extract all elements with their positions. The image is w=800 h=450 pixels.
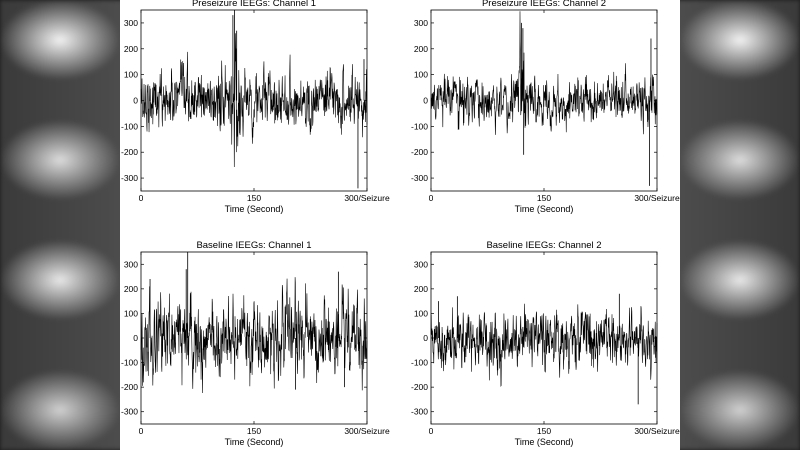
x-tick-label: 300/Seizure bbox=[344, 193, 390, 203]
y-tick-label: -100 bbox=[411, 358, 428, 368]
x-tick-label: 150 bbox=[537, 193, 551, 203]
figure-svg: Preseizure IEEGs: Channel 1 -300 -200 -100 0… bbox=[121, 0, 680, 447]
y-tick-label: -200 bbox=[411, 147, 428, 157]
x-tick-label: 0 bbox=[429, 193, 434, 203]
x-tick-label: 300/Seizure bbox=[634, 193, 680, 203]
x-tick-label: 0 bbox=[139, 426, 144, 436]
y-tick-label: 0 bbox=[133, 96, 138, 106]
y-tick-label: 300 bbox=[414, 18, 428, 28]
x-axis-label: Time (Second) bbox=[225, 204, 284, 214]
signal-trace bbox=[140, 277, 368, 394]
x-tick-label: 150 bbox=[247, 193, 261, 203]
y-tick-label: -200 bbox=[411, 382, 428, 392]
y-tick-label: 100 bbox=[414, 70, 428, 80]
figure-panel: Preseizure IEEGs: Channel 1 -300 -200 -100 0… bbox=[120, 0, 680, 450]
chart-3: Baseline IEEGs: Channel 1 -300 -200 -100 0 10… bbox=[121, 240, 390, 447]
y-tick-label: -300 bbox=[121, 173, 138, 183]
y-tick-label: -300 bbox=[411, 407, 428, 417]
chart-title: Preseizure IEEGs: Channel 2 bbox=[482, 0, 606, 9]
chart-title: Baseline IEEGs: Channel 1 bbox=[196, 240, 311, 251]
y-tick-label: 0 bbox=[423, 96, 428, 106]
y-tick-label: 300 bbox=[414, 259, 428, 269]
y-tick-label: -100 bbox=[121, 358, 138, 368]
chart-1: Preseizure IEEGs: Channel 1 -300 -200 -100 0… bbox=[121, 0, 390, 214]
y-tick-label: 100 bbox=[124, 70, 138, 80]
y-tick-label: 100 bbox=[124, 308, 138, 318]
y-tick-label: -100 bbox=[121, 121, 138, 131]
y-tick-label: 200 bbox=[414, 44, 428, 54]
x-axis-label: Time (Second) bbox=[225, 437, 284, 447]
y-tick-label: -300 bbox=[411, 173, 428, 183]
y-tick-label: -100 bbox=[411, 121, 428, 131]
chart-title: Baseline IEEGs: Channel 2 bbox=[486, 240, 601, 251]
y-tick-label: -300 bbox=[121, 407, 138, 417]
y-tick-label: -200 bbox=[121, 382, 138, 392]
y-tick-label: 200 bbox=[414, 284, 428, 294]
chart-4: Baseline IEEGs: Channel 2 -300 -200 -100 0 10… bbox=[411, 240, 680, 447]
signal-trace bbox=[430, 11, 658, 135]
x-axis-label: Time (Second) bbox=[515, 204, 574, 214]
x-tick-label: 150 bbox=[247, 426, 261, 436]
y-tick-label: 100 bbox=[414, 308, 428, 318]
y-tick-label: 200 bbox=[124, 284, 138, 294]
chart-title: Preseizure IEEGs: Channel 1 bbox=[192, 0, 316, 9]
y-tick-label: 300 bbox=[124, 259, 138, 269]
chart-2: Preseizure IEEGs: Channel 2 -300 -200 -100 0… bbox=[411, 0, 680, 214]
signal-trace bbox=[430, 303, 658, 387]
y-tick-label: 0 bbox=[423, 333, 428, 343]
x-tick-label: 0 bbox=[139, 193, 144, 203]
x-tick-label: 300/Seizure bbox=[344, 426, 390, 436]
x-tick-label: 300/Seizure bbox=[634, 426, 680, 436]
x-tick-label: 0 bbox=[429, 426, 434, 436]
signal-trace bbox=[140, 33, 368, 168]
y-tick-label: -200 bbox=[121, 147, 138, 157]
x-axis-label: Time (Second) bbox=[515, 437, 574, 447]
y-tick-label: 300 bbox=[124, 18, 138, 28]
x-tick-label: 150 bbox=[537, 426, 551, 436]
y-tick-label: 200 bbox=[124, 44, 138, 54]
y-tick-label: 0 bbox=[133, 333, 138, 343]
